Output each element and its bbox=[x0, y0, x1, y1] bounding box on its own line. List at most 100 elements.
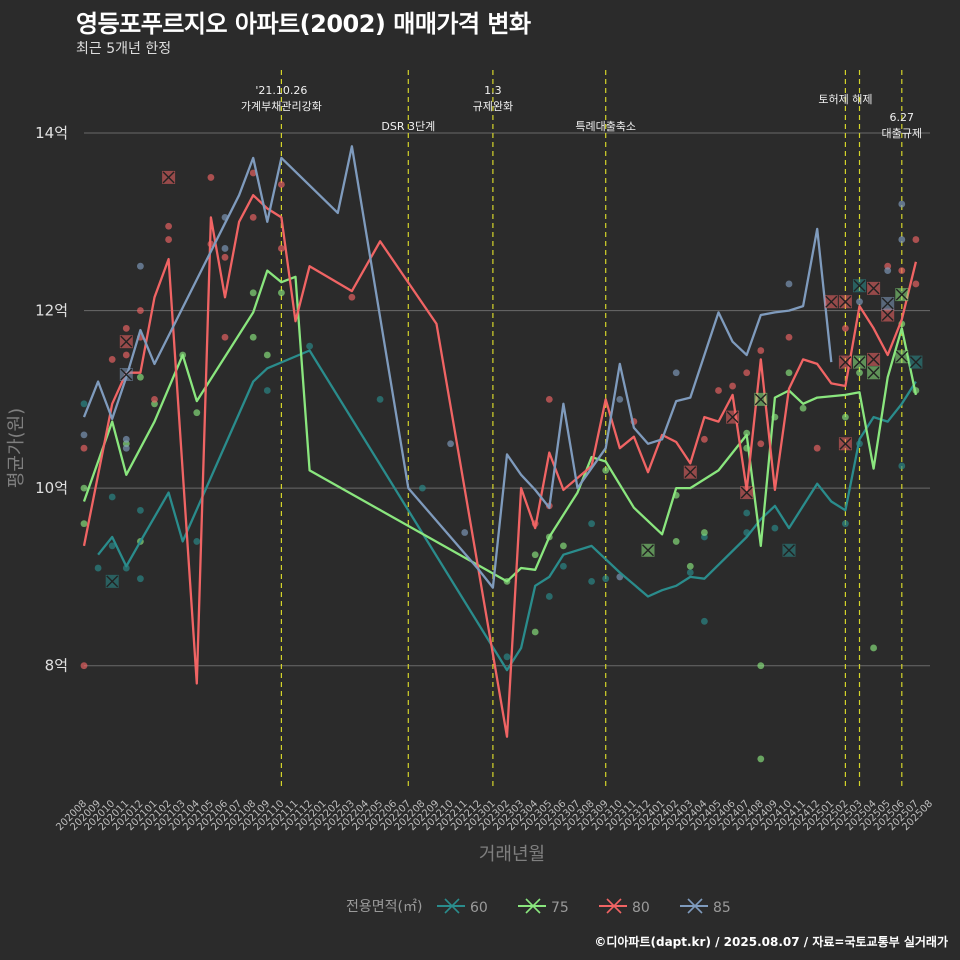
cross-marker bbox=[782, 543, 796, 557]
cross-stroke bbox=[162, 171, 175, 184]
cross-marker bbox=[162, 170, 176, 184]
data-point bbox=[348, 293, 356, 301]
y-tick-label: 8억 bbox=[45, 657, 68, 675]
data-point bbox=[898, 200, 906, 208]
data-point bbox=[263, 351, 271, 359]
data-point bbox=[207, 174, 215, 181]
data-point bbox=[122, 564, 130, 572]
series-lines bbox=[82, 145, 918, 738]
data-point bbox=[108, 356, 116, 363]
data-point bbox=[193, 409, 201, 417]
data-point bbox=[80, 400, 88, 408]
cross-marker bbox=[909, 355, 923, 369]
cross-stroke bbox=[909, 356, 922, 369]
data-point bbox=[122, 324, 130, 332]
data-point bbox=[80, 444, 88, 452]
y-tick-label: 12억 bbox=[35, 302, 68, 320]
data-point bbox=[672, 538, 680, 545]
legend-label: 80 bbox=[632, 900, 650, 916]
series-line-85 bbox=[82, 145, 833, 589]
data-point bbox=[588, 577, 595, 585]
cross-stroke bbox=[839, 437, 852, 450]
source-caption: ©디아파트(dapt.kr) / 2025.08.07 / 자료=국토교통부 실… bbox=[594, 935, 948, 949]
data-point bbox=[884, 267, 892, 275]
cross-stroke bbox=[853, 356, 866, 369]
event-label: 특례대출축소 bbox=[575, 120, 636, 133]
cross-stroke bbox=[740, 486, 753, 499]
data-point bbox=[461, 529, 469, 536]
data-point bbox=[80, 484, 88, 492]
cross-stroke bbox=[106, 575, 119, 588]
data-point bbox=[193, 538, 201, 545]
data-point bbox=[701, 529, 708, 536]
cross-stroke bbox=[684, 466, 697, 479]
cross-marker bbox=[740, 486, 754, 500]
data-point bbox=[221, 333, 229, 341]
cross-stroke bbox=[867, 353, 880, 366]
legend: 전용면적(㎡) 60 75 80 85 bbox=[346, 898, 731, 916]
data-point bbox=[221, 245, 229, 252]
data-point bbox=[743, 429, 751, 437]
event-label: 6.27 bbox=[890, 111, 915, 124]
data-point bbox=[856, 298, 863, 306]
data-point bbox=[278, 181, 285, 188]
cross-stroke bbox=[754, 393, 767, 406]
data-point bbox=[376, 395, 384, 403]
legend-label: 75 bbox=[551, 900, 569, 916]
data-point bbox=[560, 562, 567, 570]
data-point bbox=[870, 644, 877, 652]
data-point bbox=[588, 520, 595, 528]
data-point bbox=[531, 628, 539, 636]
data-point bbox=[249, 289, 257, 297]
legend-item-75: 75 bbox=[518, 898, 569, 916]
data-point bbox=[743, 369, 751, 377]
data-point bbox=[122, 444, 130, 452]
cross-stroke bbox=[881, 309, 894, 322]
legend-cross bbox=[444, 898, 460, 914]
cross-marker bbox=[881, 308, 895, 322]
event-label: 대출규제 bbox=[882, 127, 922, 140]
cross-stroke bbox=[726, 411, 739, 424]
data-point bbox=[221, 253, 229, 261]
data-point bbox=[842, 324, 849, 332]
data-point bbox=[151, 395, 158, 403]
data-point bbox=[813, 444, 821, 452]
data-point bbox=[616, 395, 624, 403]
data-point bbox=[165, 222, 173, 230]
event-label: 토허제 해제 bbox=[818, 92, 872, 106]
gridlines bbox=[84, 132, 930, 667]
data-point bbox=[842, 413, 849, 421]
cross-stroke bbox=[881, 297, 894, 310]
data-point bbox=[898, 267, 906, 275]
legend-title: 전용면적(㎡) bbox=[346, 899, 422, 915]
x-axis-ticks: 2020082020092020102020112020122021012021… bbox=[54, 798, 935, 833]
data-point bbox=[686, 569, 694, 576]
data-point bbox=[898, 236, 906, 243]
legend-item-80: 80 bbox=[599, 898, 650, 916]
data-point bbox=[419, 484, 426, 492]
cross-stroke bbox=[120, 368, 133, 381]
data-point bbox=[108, 493, 116, 501]
data-point bbox=[785, 333, 793, 341]
cross-marker bbox=[838, 295, 852, 309]
cross-stroke bbox=[839, 295, 852, 308]
event-label: 규제완화 bbox=[473, 100, 513, 113]
data-point bbox=[278, 245, 285, 252]
data-point bbox=[108, 542, 116, 550]
data-point bbox=[799, 404, 807, 412]
data-point bbox=[729, 382, 736, 390]
cross-marker bbox=[683, 465, 697, 479]
data-point bbox=[560, 542, 567, 550]
data-point bbox=[137, 373, 144, 381]
legend-label: 60 bbox=[470, 900, 488, 916]
cross-marker bbox=[867, 366, 881, 380]
cross-stroke bbox=[839, 356, 852, 369]
data-point bbox=[545, 395, 553, 403]
legend-item-85: 85 bbox=[680, 898, 731, 916]
data-point bbox=[80, 520, 88, 528]
highlight-crosses bbox=[105, 170, 923, 588]
data-point bbox=[137, 262, 144, 270]
data-point bbox=[503, 653, 511, 661]
cross-marker bbox=[867, 352, 881, 366]
